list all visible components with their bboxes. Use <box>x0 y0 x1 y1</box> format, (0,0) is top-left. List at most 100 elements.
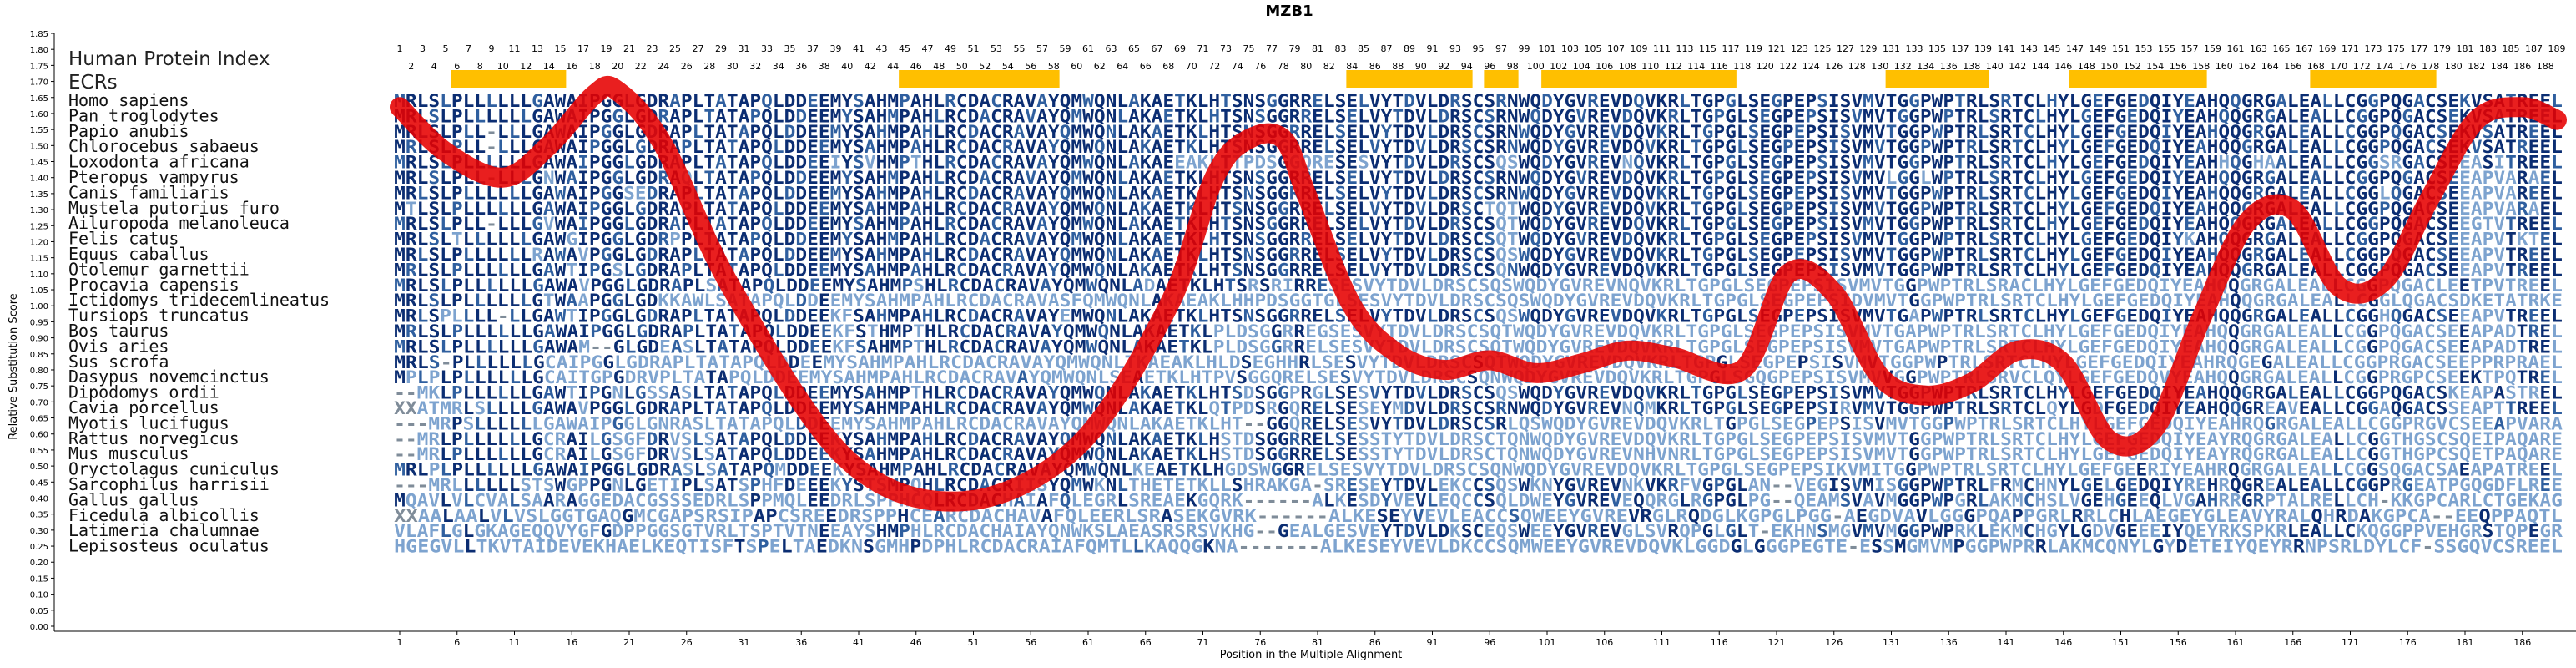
residue: E <box>819 106 830 126</box>
residue: E <box>807 106 819 126</box>
human-index-number: 115 <box>1699 43 1716 54</box>
y-tick-label: 1.85 <box>30 30 48 39</box>
human-index-number: 142 <box>2009 61 2026 72</box>
residue: A <box>910 91 922 111</box>
human-index-number: 101 <box>1539 43 1556 54</box>
residue: P <box>1782 106 1794 126</box>
human-protein-index: 1234567891011121314151617181920212223242… <box>397 43 2566 72</box>
human-index-number: 11 <box>509 43 521 54</box>
human-index-number: 13 <box>532 43 543 54</box>
residue: G <box>2264 106 2276 126</box>
residue: G <box>2115 91 2127 111</box>
residue: G <box>2356 91 2367 111</box>
residue: R <box>1667 91 1679 111</box>
residue: Y <box>1553 91 1565 111</box>
y-tick-label: 0.40 <box>30 494 48 504</box>
x-axis-label: Position in the Multiple Alignment <box>1220 649 1403 661</box>
ecr-bar <box>2310 70 2437 88</box>
human-index-number: 143 <box>2020 43 2038 54</box>
residue: L <box>1323 91 1335 111</box>
residue: A <box>1036 106 1048 126</box>
human-index-number: 94 <box>1461 61 1473 72</box>
human-index-number: 26 <box>681 61 693 72</box>
residue: - <box>486 122 497 142</box>
human-index-number: 17 <box>577 43 589 54</box>
human-index-number: 108 <box>1619 61 1636 72</box>
residue: L <box>1358 106 1369 126</box>
residue: H <box>2207 106 2219 126</box>
human-index-number: 167 <box>2296 43 2313 54</box>
human-index-number: 164 <box>2261 61 2279 72</box>
residue: M <box>830 122 842 142</box>
residue: R <box>1587 106 1599 126</box>
residue: E <box>1759 91 1771 111</box>
residue: L <box>509 106 521 126</box>
residue: G <box>1897 91 1908 111</box>
residue: S <box>1817 106 1828 126</box>
human-index-number: 2 <box>408 61 414 72</box>
residue: V <box>1874 91 1886 111</box>
residue: P <box>681 106 693 126</box>
x-tick-label: 121 <box>1768 637 1786 648</box>
human-index-number: 93 <box>1449 43 1461 54</box>
residue: L <box>2034 91 2046 111</box>
residue: V <box>1645 106 1656 126</box>
residue: R <box>1300 106 1312 126</box>
human-index-number: 47 <box>922 43 934 54</box>
residue: H <box>876 91 888 111</box>
residue: S <box>1989 91 2000 111</box>
human-index-number: 136 <box>1940 61 1958 72</box>
human-index-number: 176 <box>2399 61 2417 72</box>
residue: P <box>899 91 910 111</box>
residue: V <box>1025 91 1036 111</box>
residue: G <box>1725 106 1737 126</box>
residue: V <box>1369 106 1381 126</box>
human-index-number: 169 <box>2319 43 2337 54</box>
residue: Q <box>2218 91 2230 111</box>
residue: D <box>1541 91 1553 111</box>
human-index-number: 34 <box>773 61 784 72</box>
residue: E <box>2299 106 2311 126</box>
human-index-number: 134 <box>1917 61 1934 72</box>
residue: Y <box>1381 91 1393 111</box>
y-tick-label: 0.65 <box>30 415 48 424</box>
y-tick-label: 1.10 <box>30 271 48 280</box>
residue: I <box>1828 106 1840 126</box>
residue: T <box>1954 91 1966 111</box>
residue: L <box>693 91 704 111</box>
x-tick-label: 21 <box>623 637 635 648</box>
human-index-number: 68 <box>1162 61 1174 72</box>
y-tick-label: 0.20 <box>30 559 48 568</box>
residue: M <box>1863 106 1874 126</box>
human-index-number: 61 <box>1082 43 1094 54</box>
human-index-number: 137 <box>1952 43 1969 54</box>
residue: Y <box>1381 106 1393 126</box>
human-index-number: 51 <box>968 43 980 54</box>
human-index-number: 145 <box>2044 43 2061 54</box>
residue: R <box>1966 91 1978 111</box>
residue: C <box>2425 106 2437 126</box>
residue: D <box>647 91 658 111</box>
residue: L <box>1978 106 1989 126</box>
residue: L <box>2333 106 2345 126</box>
y-tick-label: 1.70 <box>30 78 48 88</box>
human-index-number: 36 <box>795 61 807 72</box>
residue: A <box>979 91 991 111</box>
residue: Q <box>1094 91 1106 111</box>
residue: E <box>1346 106 1358 126</box>
x-tick-label: 176 <box>2399 637 2417 648</box>
residue: A <box>1128 91 1140 111</box>
residue: Q <box>2391 106 2402 126</box>
residue: L <box>474 106 486 126</box>
residue: A <box>739 106 750 126</box>
human-index-number: 149 <box>2090 43 2107 54</box>
human-index-number: 178 <box>2422 61 2439 72</box>
residue: Y <box>1048 91 1060 111</box>
human-index-number: 168 <box>2307 61 2325 72</box>
human-index-number: 8 <box>477 61 483 72</box>
residue: A <box>979 106 991 126</box>
y-tick-label: 0.50 <box>30 463 48 472</box>
x-tick-label: 111 <box>1653 637 1671 648</box>
residue: G <box>532 91 543 111</box>
